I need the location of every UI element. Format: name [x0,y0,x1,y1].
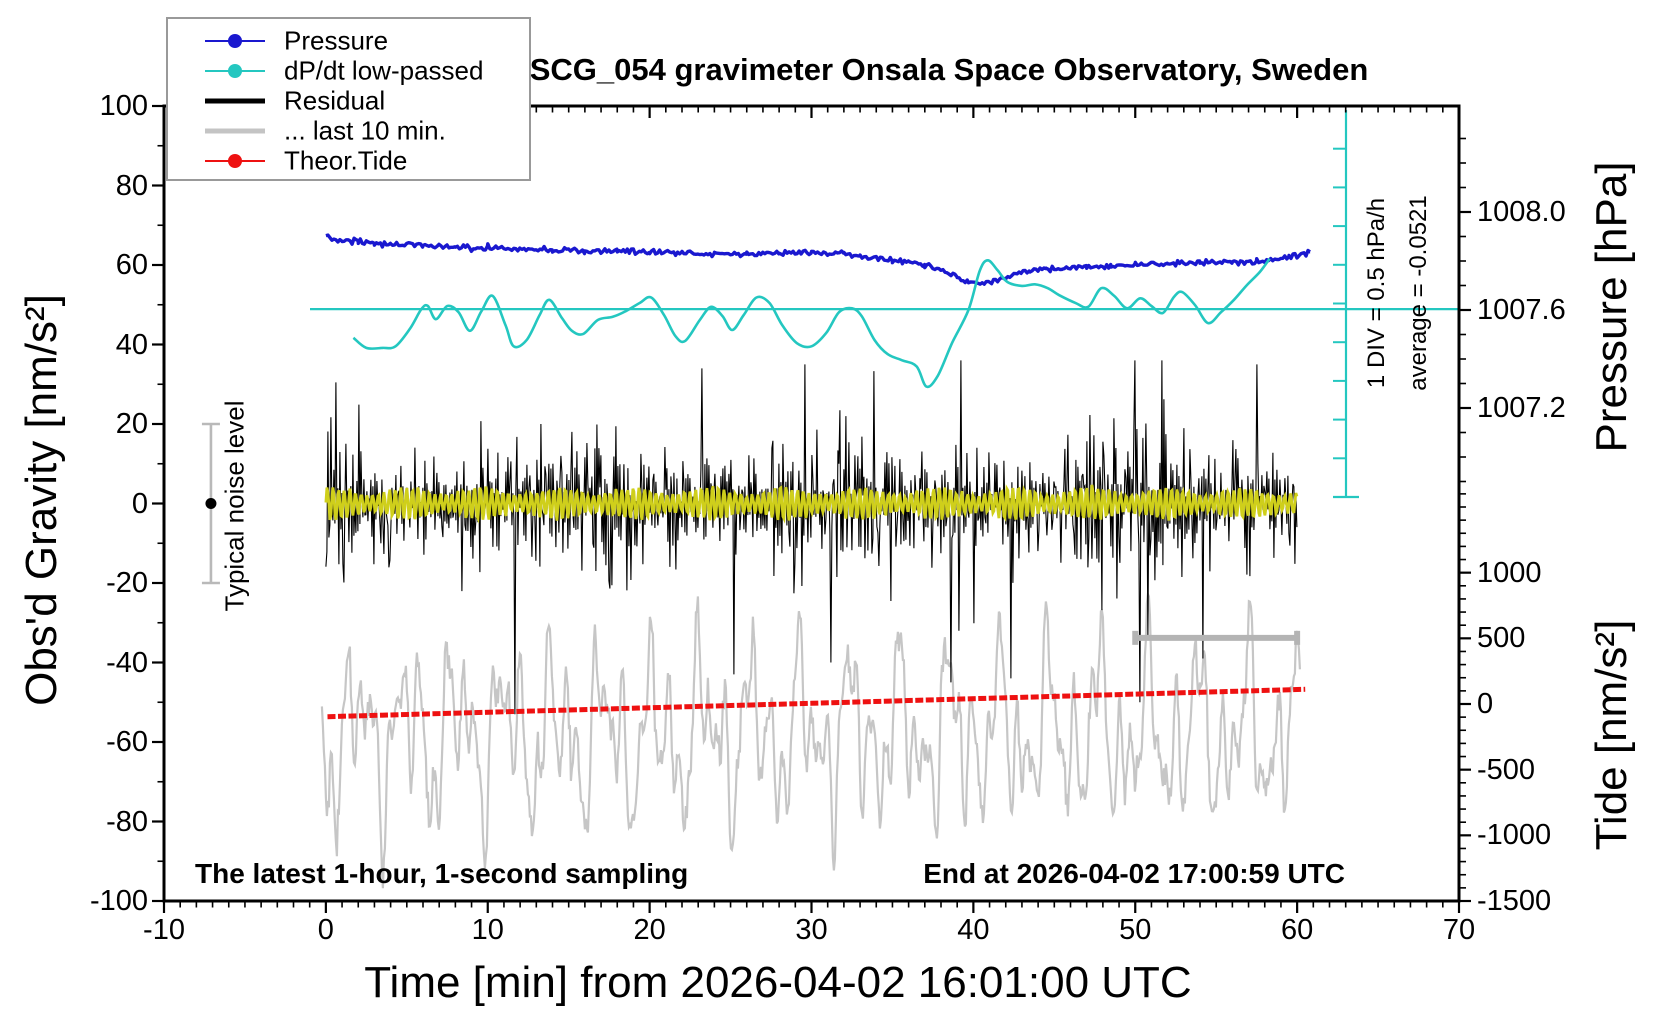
sampling-note: The latest 1-hour, 1-second sampling [195,858,689,889]
average-annotation: average = -0.0521 [1405,195,1432,391]
legend-item--last-10-min-: ... last 10 min. [168,115,529,146]
pressure-tick-label: 1007.2 [1477,392,1566,424]
end-time-note: End at 2026-04-02 17:00:59 UTC [923,858,1345,889]
pressure-axis-title: Pressure [hPa] [1587,161,1636,453]
gravity-tick-label: -40 [106,646,148,679]
x-axis-title: Time [min] from 2026-04-02 16:01:00 UTC [364,958,1192,1007]
plot-series-layer [310,233,1459,889]
gravity-tick-label: -100 [89,885,148,917]
tide-tick-label: -1500 [1477,885,1552,917]
pressure-tick-label: 1008.0 [1477,196,1566,228]
gravity-axis-title: Obs'd Gravity [nm/s²] [17,294,66,706]
x-tick-label: 10 [471,914,504,946]
legend-label: Pressure [284,25,389,56]
div-scale-bar [1333,110,1359,499]
x-tick-label: -10 [143,914,185,946]
legend-label: ... last 10 min. [284,115,446,146]
gravity-tick-label: 20 [115,408,148,440]
gravity-tick-label: -80 [106,805,148,838]
tide-tick-label: 1000 [1477,556,1542,589]
residual-series [325,360,1298,715]
pressure-swatch-icon [205,34,265,48]
residual-smoothed-series [324,484,1299,524]
chart-title: SCG_054 gravimeter Onsala Space Observat… [529,52,1369,87]
last-10-min-series [320,590,1301,889]
legend-label: dP/dt low-passed [284,55,484,86]
dp-dt-low-passed-swatch-icon [205,64,265,78]
x-tick-label: 0 [317,914,334,946]
legend-item-residual: Residual [168,85,529,116]
x-tick-label: 20 [633,914,666,946]
gravity-tick-label: -60 [106,726,148,758]
x-tick-label: 60 [1280,914,1314,946]
tide-tick-label: -500 [1477,753,1536,786]
residual-swatch-icon [205,98,265,104]
pressure-series [325,233,1312,286]
gravity-tick-label: 0 [131,487,148,520]
legend-label: Theor.Tide [284,145,408,176]
gravity-tick-label: -20 [106,567,148,599]
-last-10-min--swatch-icon [205,128,265,134]
legend-item-theor-tide: Theor.Tide [168,145,529,176]
x-tick-label: 70 [1442,914,1476,946]
dpdt-series [352,257,1271,389]
div-scale-annotation: 1 DIV = 0.5 hPa/h [1363,197,1390,389]
tide-axis-title: Tide [nm/s²] [1587,619,1636,851]
tide-tick-label: -1000 [1477,819,1552,852]
gravity-tick-label: 80 [115,169,148,202]
typical-noise-error-bar [201,422,220,585]
noise-bar-dot [205,498,217,509]
gravity-tick-label: 40 [115,328,148,361]
typical-noise-level-label: Typical noise level [219,400,250,612]
x-tick-label: 40 [957,914,990,946]
theor-tide-series [327,686,1306,720]
last-10-min-window-bar [1132,630,1301,645]
legend: Pressure dP/dt low-passed Residual... last… [166,17,531,181]
legend-item-pressure: Pressure [168,25,529,56]
legend-item-dp-dt-low-passed: dP/dt low-passed [168,55,529,86]
theor-tide-swatch-icon [205,154,265,168]
x-tick-label: 50 [1119,914,1152,946]
x-tick-label: 30 [795,914,828,946]
tide-tick-label: 0 [1477,688,1494,720]
pressure-tick-label: 1007.6 [1477,294,1566,326]
gravity-tick-label: 100 [99,90,148,122]
legend-label: Residual [284,85,386,116]
tide-tick-label: 500 [1477,622,1526,655]
gravity-tick-label: 60 [115,249,148,281]
plot-frame [152,104,1471,913]
